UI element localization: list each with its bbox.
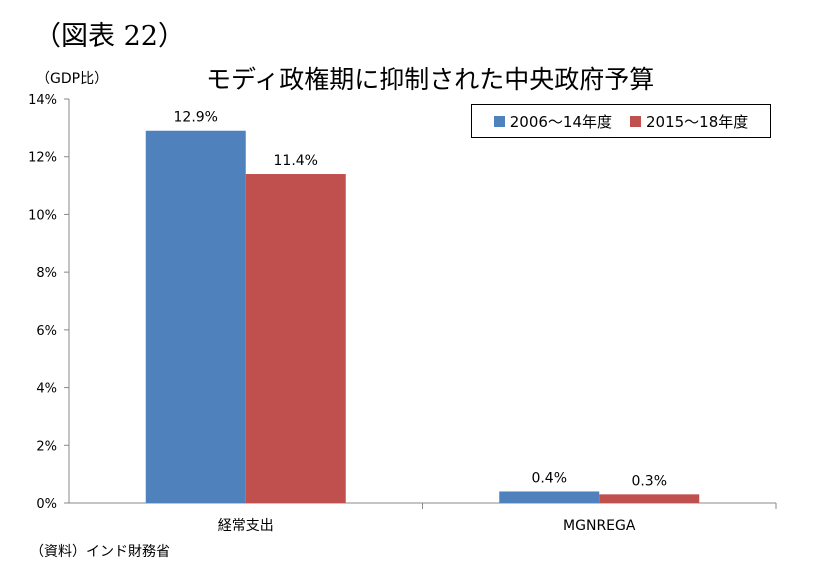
x-tick-label: 経常支出	[218, 518, 274, 534]
y-tick-label: 8%	[36, 266, 57, 281]
legend-item-series-1: 2015～18年度	[630, 111, 748, 132]
legend-swatch-series-1	[630, 115, 641, 127]
y-tick-label: 2%	[36, 439, 57, 454]
x-tick-label: MGNREGA	[563, 518, 636, 534]
data-label-series-1: 11.4%	[274, 153, 318, 169]
legend-item-series-0: 2006～14年度	[493, 111, 612, 132]
data-label-series-1: 0.3%	[631, 473, 667, 489]
y-tick-label: 14%	[28, 93, 57, 108]
y-tick-label: 4%	[36, 382, 57, 397]
unit-label: （GDP比）	[36, 71, 109, 87]
figure-label: （図表 22）	[34, 21, 185, 52]
data-label-series-0: 0.4%	[531, 470, 567, 486]
bar-series-0	[499, 491, 600, 503]
legend-swatch-series-0	[493, 115, 505, 127]
y-tick-label: 0%	[36, 497, 57, 512]
legend-label-series-0: 2006～14年度	[509, 112, 612, 131]
data-label-series-0: 12.9%	[174, 110, 218, 126]
y-tick-label: 6%	[36, 324, 57, 339]
chart-title: モディ政権期に抑制された中央政府予算	[206, 65, 655, 94]
source-note: （資料）インド財務省	[30, 544, 170, 560]
y-tick-label: 10%	[28, 208, 57, 223]
legend-label-series-1: 2015～18年度	[646, 112, 749, 131]
legend: 2006～14年度 2015～18年度	[471, 104, 771, 138]
bar-series-1	[245, 174, 346, 503]
y-tick-label: 12%	[28, 151, 57, 166]
bar-series-0	[145, 130, 246, 503]
bar-series-1	[599, 494, 700, 503]
